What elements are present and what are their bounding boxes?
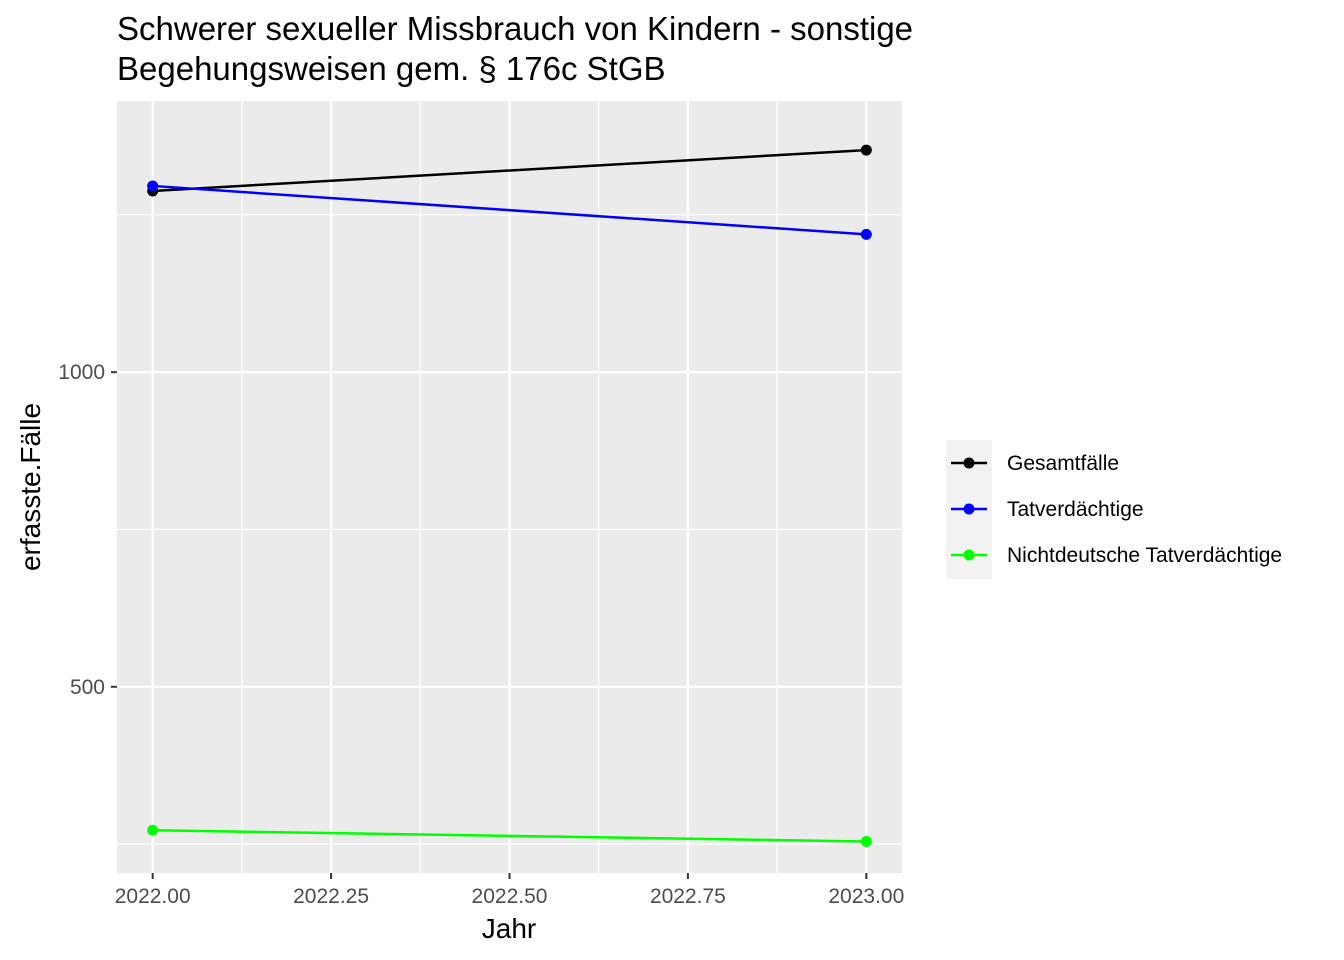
data-point-3-1 [147, 824, 159, 836]
y-tick-label: 1000 [58, 361, 105, 384]
legend-key-point-1 [963, 457, 975, 469]
data-point-3-2 [860, 836, 872, 848]
grid-major [117, 101, 902, 873]
data-point-2-2 [860, 228, 872, 240]
data-point-1-2 [860, 144, 872, 156]
legend-label-2: Tatverdächtige [1007, 498, 1144, 521]
legend-label-3: Nichtdeutsche Tatverdächtige [1007, 544, 1282, 567]
y-tick-label: 500 [70, 676, 105, 699]
legend-key-point-2 [963, 503, 975, 515]
axes-layer: 2022.00 2022.25 2022.50 2022.75 2023.00 500 10… [58, 361, 904, 908]
series-layer [147, 144, 872, 848]
x-tick-label: 2022.50 [472, 885, 548, 908]
data-point-2-1 [147, 180, 159, 192]
legend-key-point-3 [963, 549, 975, 561]
y-axis-title: erfasste.Fälle [15, 403, 46, 571]
x-tick-label: 2022.00 [115, 885, 191, 908]
x-tick-label: 2023.00 [828, 885, 904, 908]
x-axis-title: Jahr [482, 913, 536, 944]
series-line-2 [152, 184, 867, 236]
series-line-3 [152, 828, 867, 843]
chart-title-line-2: Begehungsweisen gem. § 176c StGB [117, 50, 666, 87]
chart-title-line-1: Schwerer sexueller Missbrauch von Kinder… [117, 10, 913, 47]
legend-label-1: Gesamtfälle [1007, 452, 1119, 475]
x-tick-label: 2022.75 [650, 885, 726, 908]
legend: Gesamtfälle Tatverdächtige Nichtdeutsche T… [946, 440, 1282, 579]
series-line-1 [152, 148, 867, 193]
x-tick-label: 2022.25 [293, 885, 369, 908]
